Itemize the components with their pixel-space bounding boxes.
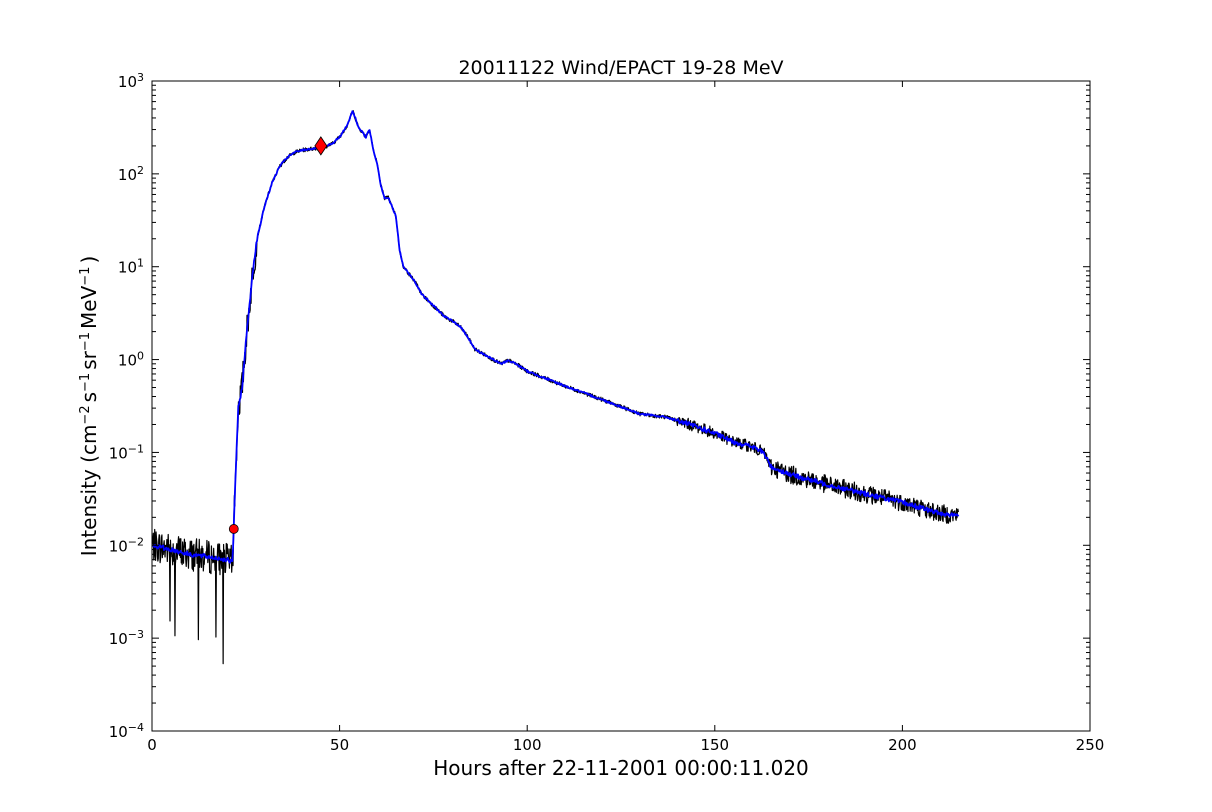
x-axis-label: Hours after 22-11-2001 00:00:11.020	[433, 756, 809, 780]
chart-title: 20011122 Wind/EPACT 19-28 MeV	[458, 57, 783, 79]
peak-marker	[314, 136, 328, 156]
y-axis-label: Intensity (cm−2s−1sr−1MeV−1)	[77, 256, 101, 557]
y-tick-label: 10−2	[109, 535, 144, 556]
x-axis-ticks: 0 50 100 150 200 250	[147, 81, 1104, 754]
x-tick-label: 0	[147, 736, 157, 754]
marker-layer	[228, 136, 328, 534]
x-tick-label: 150	[700, 736, 729, 754]
y-tick-label: 10−4	[109, 721, 144, 742]
svg-text:Intensity (cm−2s−1sr−1MeV−1): Intensity (cm−2s−1sr−1MeV−1)	[77, 256, 101, 557]
y-tick-label: 102	[118, 163, 144, 184]
plot-frame	[151, 80, 1091, 732]
y-tick-label: 100	[118, 349, 144, 370]
series-layer	[151, 110, 960, 665]
y-tick-label: 101	[118, 256, 144, 277]
x-tick-label: 200	[888, 736, 917, 754]
y-tick-label: 10−3	[109, 628, 144, 649]
y-axis-ticks: 10−4 10−3 10−2 10−1 100 101 102 103	[109, 71, 1090, 742]
onset-marker	[228, 524, 239, 534]
y-tick-label: 103	[118, 71, 144, 92]
y-tick-label: 10−1	[109, 442, 144, 463]
x-tick-label: 50	[330, 736, 349, 754]
x-tick-label: 250	[1076, 736, 1105, 754]
x-tick-label: 100	[513, 736, 542, 754]
series-line-smoothed	[151, 110, 960, 564]
